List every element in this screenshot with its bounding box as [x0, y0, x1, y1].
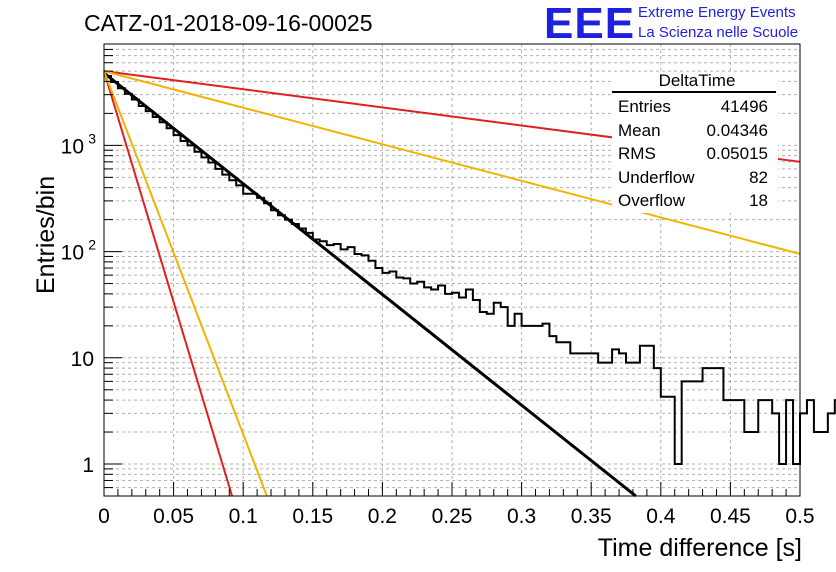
run-title: CATZ-01-2018-09-16-00025	[84, 10, 373, 36]
stats-row-entries: Entries 41496	[618, 97, 768, 116]
x-axis-label: Time difference [s]	[597, 534, 802, 562]
y-tick-label: 10	[61, 135, 84, 158]
reference-line	[103, 70, 234, 497]
stats-box: DeltaTime Entries 41496 Mean 0.04346 RMS 0.…	[612, 72, 778, 213]
stats-row-underflow: Underflow 82	[618, 167, 768, 187]
x-tick-label: 0.3	[507, 505, 536, 528]
x-tick-label: 0.45	[710, 505, 751, 528]
y-tick-exponent: 2	[88, 237, 96, 253]
reference-line	[103, 70, 801, 255]
fit-line	[103, 71, 637, 498]
axis-ticks	[103, 43, 801, 497]
logo-line-2: La Scienza nelle Scuole	[638, 24, 799, 41]
x-tick-label: 0.2	[368, 505, 397, 528]
x-tick-label: 0.1	[229, 505, 258, 528]
stats-divider	[612, 91, 776, 93]
reference-line	[103, 70, 268, 497]
y-tick-label: 10	[71, 348, 94, 371]
y-tick-exponent: 3	[88, 130, 96, 146]
data-series	[103, 70, 836, 498]
x-tick-label: 0.05	[153, 505, 194, 528]
y-tick-label: 10	[61, 242, 84, 265]
histogram-steps	[104, 74, 836, 466]
x-tick-label: 0.4	[646, 505, 676, 528]
stats-row-rms: RMS 0.05015	[618, 144, 768, 163]
y-axis-label: Entries/bin	[32, 175, 60, 294]
logo-line-1: Extreme Energy Events	[638, 4, 796, 21]
grid-lines	[104, 43, 800, 497]
x-tick-label: 0.5	[785, 505, 814, 528]
eee-logo: EEE	[544, 0, 636, 48]
x-tick-label: 0	[98, 505, 110, 528]
stats-title: DeltaTime	[658, 71, 736, 90]
tick-labels: 0 0.05 0.1 0.15 0.2 0.25 0.3 0.35 0.4 0.45 0.5 1 10 1…	[61, 130, 815, 528]
stats-row-mean: Mean 0.04346	[618, 120, 768, 140]
y-tick-label: 1	[82, 454, 94, 477]
x-tick-label: 0.15	[292, 505, 333, 528]
x-tick-label: 0.25	[432, 505, 473, 528]
stats-row-overflow: Overflow 18	[618, 191, 768, 210]
x-tick-label: 0.35	[571, 505, 612, 528]
